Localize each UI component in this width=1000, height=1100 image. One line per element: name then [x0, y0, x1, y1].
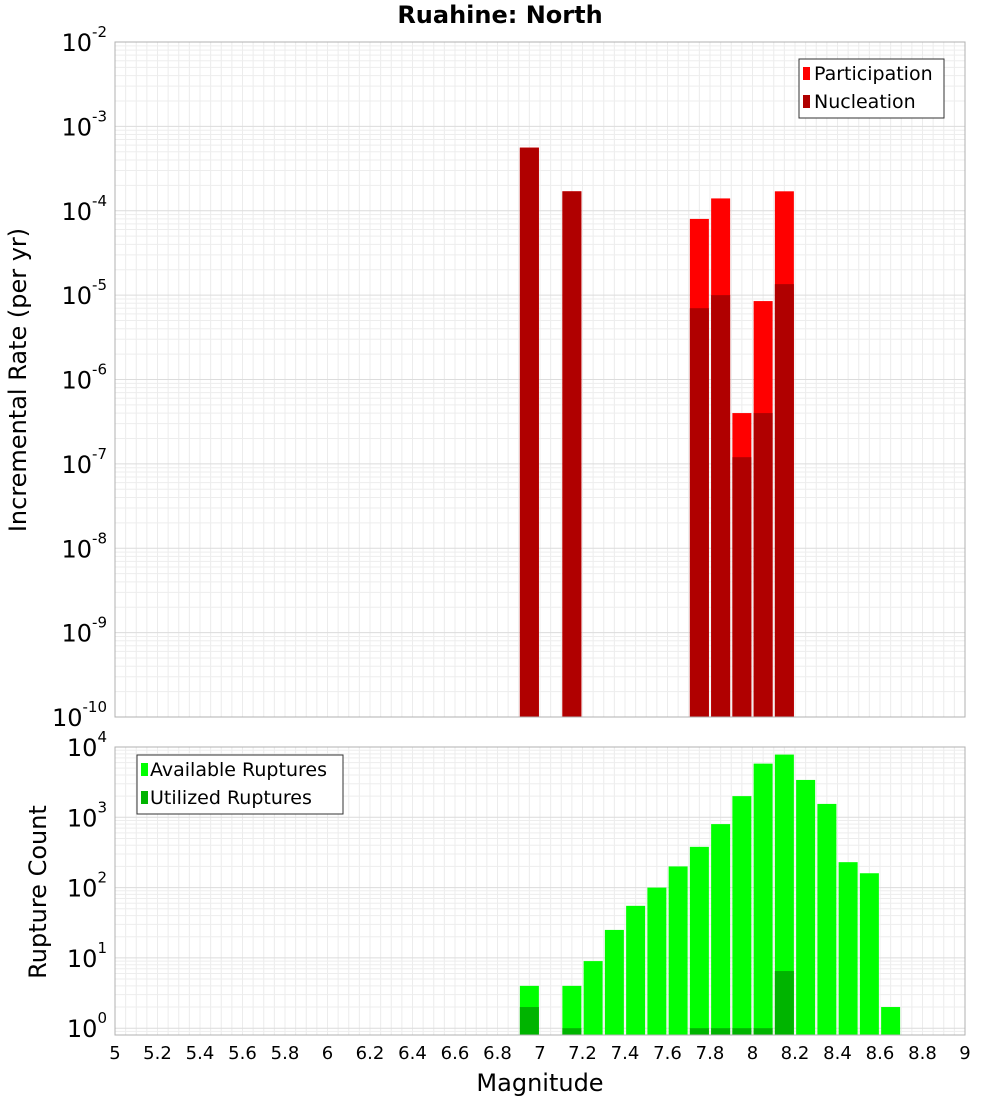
x-tick-label: 8.4	[823, 1043, 852, 1064]
chart-title: Ruahine: North	[397, 1, 602, 29]
bar-available-ruptures	[796, 779, 816, 1035]
bar-nucleation	[562, 191, 582, 717]
bar-available-ruptures	[626, 905, 646, 1035]
x-tick-label: 7.6	[653, 1043, 682, 1064]
top-y-axis-label: Incremental Rate (per yr)	[4, 228, 32, 532]
bar-nucleation	[732, 457, 752, 717]
bar-available-ruptures	[562, 985, 582, 1035]
y-tick-label: 104	[67, 728, 107, 762]
bar-available-ruptures	[817, 803, 837, 1035]
bar-available-ruptures	[711, 824, 731, 1035]
bottom-legend: Available Ruptures Utilized Ruptures	[136, 754, 344, 815]
bar-available-ruptures	[859, 873, 879, 1035]
y-tick-label: 10-3	[61, 107, 107, 141]
bar-nucleation	[689, 308, 709, 717]
bottom-y-ticks: 100 101 102 103 104	[67, 728, 107, 1043]
bar-available-ruptures	[753, 763, 773, 1035]
legend-swatch-participation	[803, 67, 810, 80]
x-tick-label: 6.6	[441, 1043, 470, 1064]
x-tick-label: 8.2	[781, 1043, 810, 1064]
x-tick-label: 5.4	[186, 1043, 215, 1064]
x-tick-label: 5.6	[228, 1043, 257, 1064]
bar-available-ruptures	[838, 862, 858, 1035]
x-tick-label: 6.4	[398, 1043, 427, 1064]
y-tick-label: 10-6	[61, 361, 107, 395]
bar-utilized-ruptures	[753, 1028, 773, 1035]
x-tick-label: 7.2	[568, 1043, 597, 1064]
x-tick-label: 6	[322, 1043, 333, 1064]
y-tick-label: 10-9	[61, 614, 107, 648]
bottom-y-axis-label: Rupture Count	[24, 805, 52, 979]
x-tick-label: 9	[959, 1043, 970, 1064]
bar-available-ruptures	[583, 961, 603, 1035]
bottom-bars	[519, 754, 901, 1035]
bar-utilized-ruptures	[774, 971, 794, 1035]
y-tick-label: 102	[67, 869, 107, 903]
y-tick-label: 101	[67, 939, 107, 973]
bottom-x-ticks: 5 5.2 5.4 5.6 5.8 6 6.2 6.4 6.6 6.8 7 7.2 7.4 7.6 7.8 8…	[109, 1043, 970, 1064]
top-legend: Participation Nucleation	[798, 58, 945, 119]
bar-available-ruptures	[881, 1007, 901, 1035]
x-tick-label: 7.4	[611, 1043, 640, 1064]
x-tick-label: 8	[747, 1043, 758, 1064]
x-tick-label: 5	[109, 1043, 120, 1064]
legend-label-available-ruptures: Available Ruptures	[150, 759, 327, 781]
x-tick-label: 5.2	[143, 1043, 172, 1064]
bar-available-ruptures	[732, 796, 752, 1035]
top-bars	[519, 147, 794, 718]
bar-available-ruptures	[774, 754, 794, 1035]
bar-utilized-ruptures	[562, 1028, 582, 1035]
legend-label-utilized-ruptures: Utilized Ruptures	[150, 787, 312, 809]
bar-nucleation	[519, 147, 539, 717]
legend-label-nucleation: Nucleation	[814, 91, 916, 113]
bar-available-ruptures	[604, 929, 624, 1035]
x-tick-label: 6.8	[483, 1043, 512, 1064]
bar-utilized-ruptures	[519, 1007, 539, 1035]
bottom-plot-border	[114, 746, 966, 1036]
top-legend-box	[798, 58, 945, 119]
bottom-legend-box	[136, 754, 344, 815]
x-tick-label: 7	[534, 1043, 545, 1064]
y-tick-label: 103	[67, 798, 107, 832]
y-tick-label: 10-2	[61, 23, 107, 57]
bar-available-ruptures	[668, 866, 688, 1035]
top-y-ticks: 10-10 10-9 10-8 10-7 10-6 10-5 10-4 10-3 10-2	[52, 23, 107, 732]
x-axis-label: Magnitude	[476, 1069, 603, 1097]
y-tick-label: 10-5	[61, 276, 107, 310]
bar-available-ruptures	[647, 887, 667, 1035]
y-tick-label: 100	[67, 1009, 107, 1043]
legend-swatch-available-ruptures	[141, 763, 148, 776]
top-plot-border	[114, 41, 966, 718]
bar-nucleation	[774, 284, 794, 717]
y-tick-label: 10-4	[61, 192, 107, 226]
y-tick-label: 10-7	[61, 445, 107, 479]
x-tick-label: 8.8	[908, 1043, 937, 1064]
legend-swatch-utilized-ruptures	[141, 791, 148, 804]
bar-available-ruptures	[689, 846, 709, 1035]
y-tick-label: 10-10	[52, 698, 107, 732]
top-gridlines	[114, 42, 966, 718]
bar-utilized-ruptures	[711, 1028, 731, 1035]
x-tick-label: 6.2	[356, 1043, 385, 1064]
legend-swatch-nucleation	[803, 95, 810, 108]
y-tick-label: 10-8	[61, 529, 107, 563]
top-panel: 10-10 10-9 10-8 10-7 10-6 10-5 10-4 10-3 10-2 In…	[4, 23, 966, 732]
legend-label-participation: Participation	[814, 63, 933, 85]
bar-utilized-ruptures	[732, 1028, 752, 1035]
bottom-panel: 100 101 102 103 104 5 5.2 5.4 5.6 5.8 6 6.2 6.4 6.6 6…	[24, 728, 971, 1097]
bar-nucleation	[711, 295, 731, 717]
bar-nucleation	[753, 413, 773, 717]
x-tick-label: 5.8	[271, 1043, 300, 1064]
bar-utilized-ruptures	[689, 1028, 709, 1035]
x-tick-label: 7.8	[696, 1043, 725, 1064]
x-tick-label: 8.6	[866, 1043, 895, 1064]
